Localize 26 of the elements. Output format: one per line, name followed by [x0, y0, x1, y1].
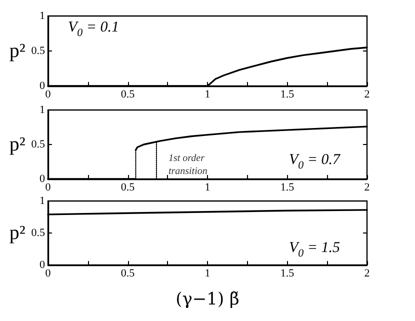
x-tick-label: 1.5 [280, 182, 295, 194]
y-tick-label: 1 [40, 10, 45, 22]
x-tick-label: 1 [204, 182, 210, 194]
x-tick-label: 1 [204, 268, 210, 280]
y-tick-label: 0.5 [31, 45, 46, 57]
y-tick-label: 1 [40, 195, 45, 207]
y-axis-title: p² [9, 40, 26, 62]
annotation: 1st order transition [168, 153, 208, 178]
x-tick-label: 0.5 [120, 268, 136, 280]
x-tick-label: 0.5 [120, 88, 136, 100]
y-axis-title: p² [9, 134, 26, 156]
y-tick-label: 0.5 [31, 138, 46, 150]
x-axis-title: (γ−1) β̃ [176, 290, 240, 310]
x-tick-label: 1.5 [280, 268, 295, 280]
x-tick-label: 1 [204, 88, 210, 100]
x-tick-label: 0.5 [120, 182, 136, 194]
x-tick-label: 1.5 [280, 88, 295, 100]
y-tick-label: 0.5 [31, 227, 46, 239]
y-tick-label: 0 [40, 259, 46, 271]
x-tick-label: 2 [364, 88, 370, 100]
y-tick-label: 0 [40, 173, 46, 185]
y-tick-label: 0 [40, 80, 46, 92]
y-axis-title: p² [9, 222, 26, 244]
x-tick-label: 2 [364, 182, 370, 194]
x-tick-label: 2 [364, 268, 370, 280]
y-tick-label: 1 [40, 104, 45, 116]
